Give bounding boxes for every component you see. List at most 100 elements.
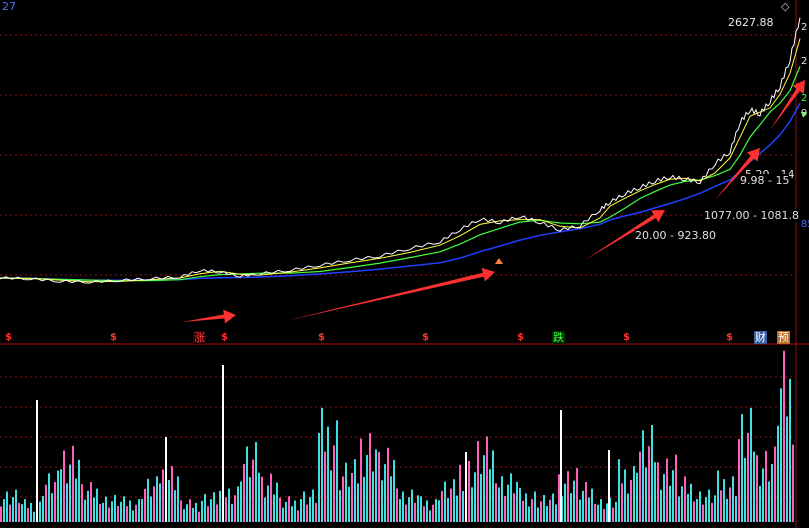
volume-bar bbox=[678, 496, 680, 522]
volume-bar bbox=[231, 503, 233, 522]
volume-bar bbox=[345, 462, 347, 522]
volume-bar bbox=[786, 416, 788, 522]
volume-bar bbox=[360, 438, 362, 522]
volume-bar bbox=[750, 407, 752, 522]
volume-bar bbox=[57, 470, 59, 522]
volume-bar bbox=[549, 499, 551, 522]
volume-spike bbox=[165, 437, 167, 522]
volume-bar bbox=[159, 483, 161, 522]
volume-bar bbox=[759, 485, 761, 522]
trend-arrow bbox=[770, 80, 805, 130]
volume-bar bbox=[9, 504, 11, 522]
volume-bar bbox=[651, 425, 653, 522]
volume-bar bbox=[171, 466, 173, 522]
volume-bar bbox=[216, 504, 218, 522]
volume-bar bbox=[711, 502, 713, 522]
volume-bar bbox=[741, 414, 743, 522]
volume-bar bbox=[462, 491, 464, 522]
volume-bar bbox=[282, 507, 284, 522]
volume-bar bbox=[504, 496, 506, 522]
volume-bar bbox=[69, 464, 71, 522]
volume-bar bbox=[258, 472, 260, 522]
volume-bar bbox=[117, 506, 119, 522]
volume-bar bbox=[198, 511, 200, 522]
volume-bar bbox=[585, 482, 587, 522]
dollar-marker-5[interactable]: $ bbox=[422, 332, 429, 343]
dollar-marker-8[interactable]: $ bbox=[726, 332, 733, 343]
dollar-marker-6[interactable]: $ bbox=[517, 332, 524, 343]
tag-yu[interactable]: 预 bbox=[777, 331, 790, 344]
volume-bar bbox=[18, 502, 20, 522]
volume-bar bbox=[519, 487, 521, 522]
volume-bar bbox=[132, 510, 134, 522]
diamond-icon[interactable]: ◇ bbox=[781, 0, 790, 13]
volume-bar bbox=[564, 483, 566, 522]
volume-bar bbox=[597, 504, 599, 522]
volume-bar bbox=[39, 501, 41, 522]
volume-bar bbox=[570, 493, 572, 522]
volume-bar bbox=[660, 489, 662, 523]
volume-bar bbox=[480, 473, 482, 522]
tag-die[interactable]: 跌 bbox=[552, 331, 565, 344]
volume-bar bbox=[762, 468, 764, 522]
volume-bar bbox=[384, 464, 386, 522]
volume-bar bbox=[603, 509, 605, 522]
dollar-marker-4[interactable]: $ bbox=[318, 332, 325, 343]
volume-bar bbox=[411, 489, 413, 522]
volume-bar bbox=[354, 459, 356, 522]
trend-arrow bbox=[285, 267, 495, 321]
volume-bar bbox=[639, 451, 641, 522]
volume-bar bbox=[732, 476, 734, 522]
dollar-marker-3[interactable]: $ bbox=[221, 332, 228, 343]
volume-bar bbox=[327, 426, 329, 522]
right-axis-1: 2 bbox=[801, 22, 808, 33]
volume-bar bbox=[339, 490, 341, 522]
volume-bar bbox=[582, 490, 584, 522]
volume-bar bbox=[180, 500, 182, 522]
volume-bar bbox=[6, 491, 8, 522]
volume-bar bbox=[636, 472, 638, 522]
volume-bar bbox=[693, 501, 695, 522]
volume-bar bbox=[237, 486, 239, 522]
volume-bar bbox=[717, 470, 719, 522]
volume-bar bbox=[489, 469, 491, 522]
trend-arrow bbox=[585, 210, 665, 260]
tag-zhang[interactable]: 涨 bbox=[193, 331, 206, 344]
volume-bar bbox=[210, 499, 212, 522]
price-label-3: 1077.00 - 1081.8 bbox=[704, 209, 799, 222]
dollar-marker-1[interactable]: $ bbox=[5, 332, 12, 343]
volume-bar bbox=[108, 507, 110, 522]
volume-bar bbox=[207, 506, 209, 522]
dollar-marker-2[interactable]: $ bbox=[110, 332, 117, 343]
volume-bar bbox=[600, 499, 602, 522]
volume-bar bbox=[780, 388, 782, 522]
dollar-marker-7[interactable]: $ bbox=[623, 332, 630, 343]
tag-cai[interactable]: 财 bbox=[754, 331, 767, 344]
volume-bar bbox=[261, 476, 263, 522]
volume-bar bbox=[477, 441, 479, 522]
volume-bar bbox=[690, 483, 692, 522]
volume-spike bbox=[465, 452, 467, 522]
volume-bar bbox=[687, 493, 689, 522]
volume-bar bbox=[753, 451, 755, 522]
volume-bar bbox=[633, 466, 635, 522]
trend-arrow bbox=[715, 148, 760, 200]
volume-bar bbox=[99, 503, 101, 522]
volume-bar bbox=[642, 430, 644, 522]
volume-bar bbox=[630, 479, 632, 522]
volume-bar bbox=[432, 504, 434, 522]
volume-bar bbox=[555, 504, 557, 522]
volume-bar bbox=[45, 484, 47, 522]
volume-bar bbox=[528, 506, 530, 522]
volume-bar bbox=[315, 502, 317, 522]
volume-bar bbox=[225, 497, 227, 522]
right-axis-4: 9 bbox=[801, 108, 808, 119]
volume-bar bbox=[24, 499, 26, 522]
volume-bar bbox=[723, 479, 725, 522]
volume-bar bbox=[54, 481, 56, 522]
volume-bar bbox=[474, 472, 476, 522]
volume-bar bbox=[144, 488, 146, 522]
volume-bar bbox=[366, 455, 368, 522]
volume-bar bbox=[531, 499, 533, 522]
volume-bar bbox=[357, 483, 359, 522]
